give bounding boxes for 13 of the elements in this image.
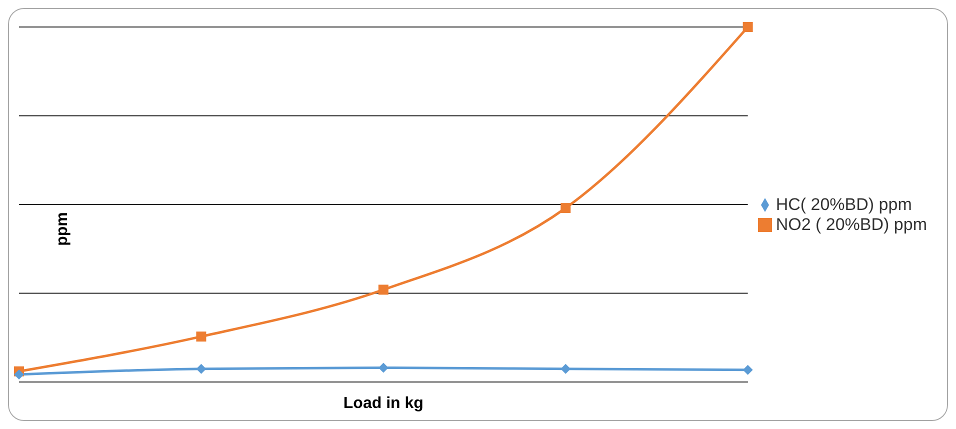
y-axis-title: ppm: [54, 212, 71, 246]
x-axis-title: Load in kg: [343, 395, 424, 412]
point: [196, 364, 206, 374]
point: [742, 22, 753, 32]
legend-label: HC( 20%BD) ppm: [776, 194, 912, 214]
point: [378, 362, 388, 373]
point: [14, 370, 24, 380]
point: [378, 284, 388, 295]
point: [560, 364, 571, 374]
point: [560, 203, 571, 214]
point: [742, 364, 753, 375]
point: [196, 332, 206, 342]
legend-label: NO2 ( 20%BD) ppm: [776, 214, 927, 234]
